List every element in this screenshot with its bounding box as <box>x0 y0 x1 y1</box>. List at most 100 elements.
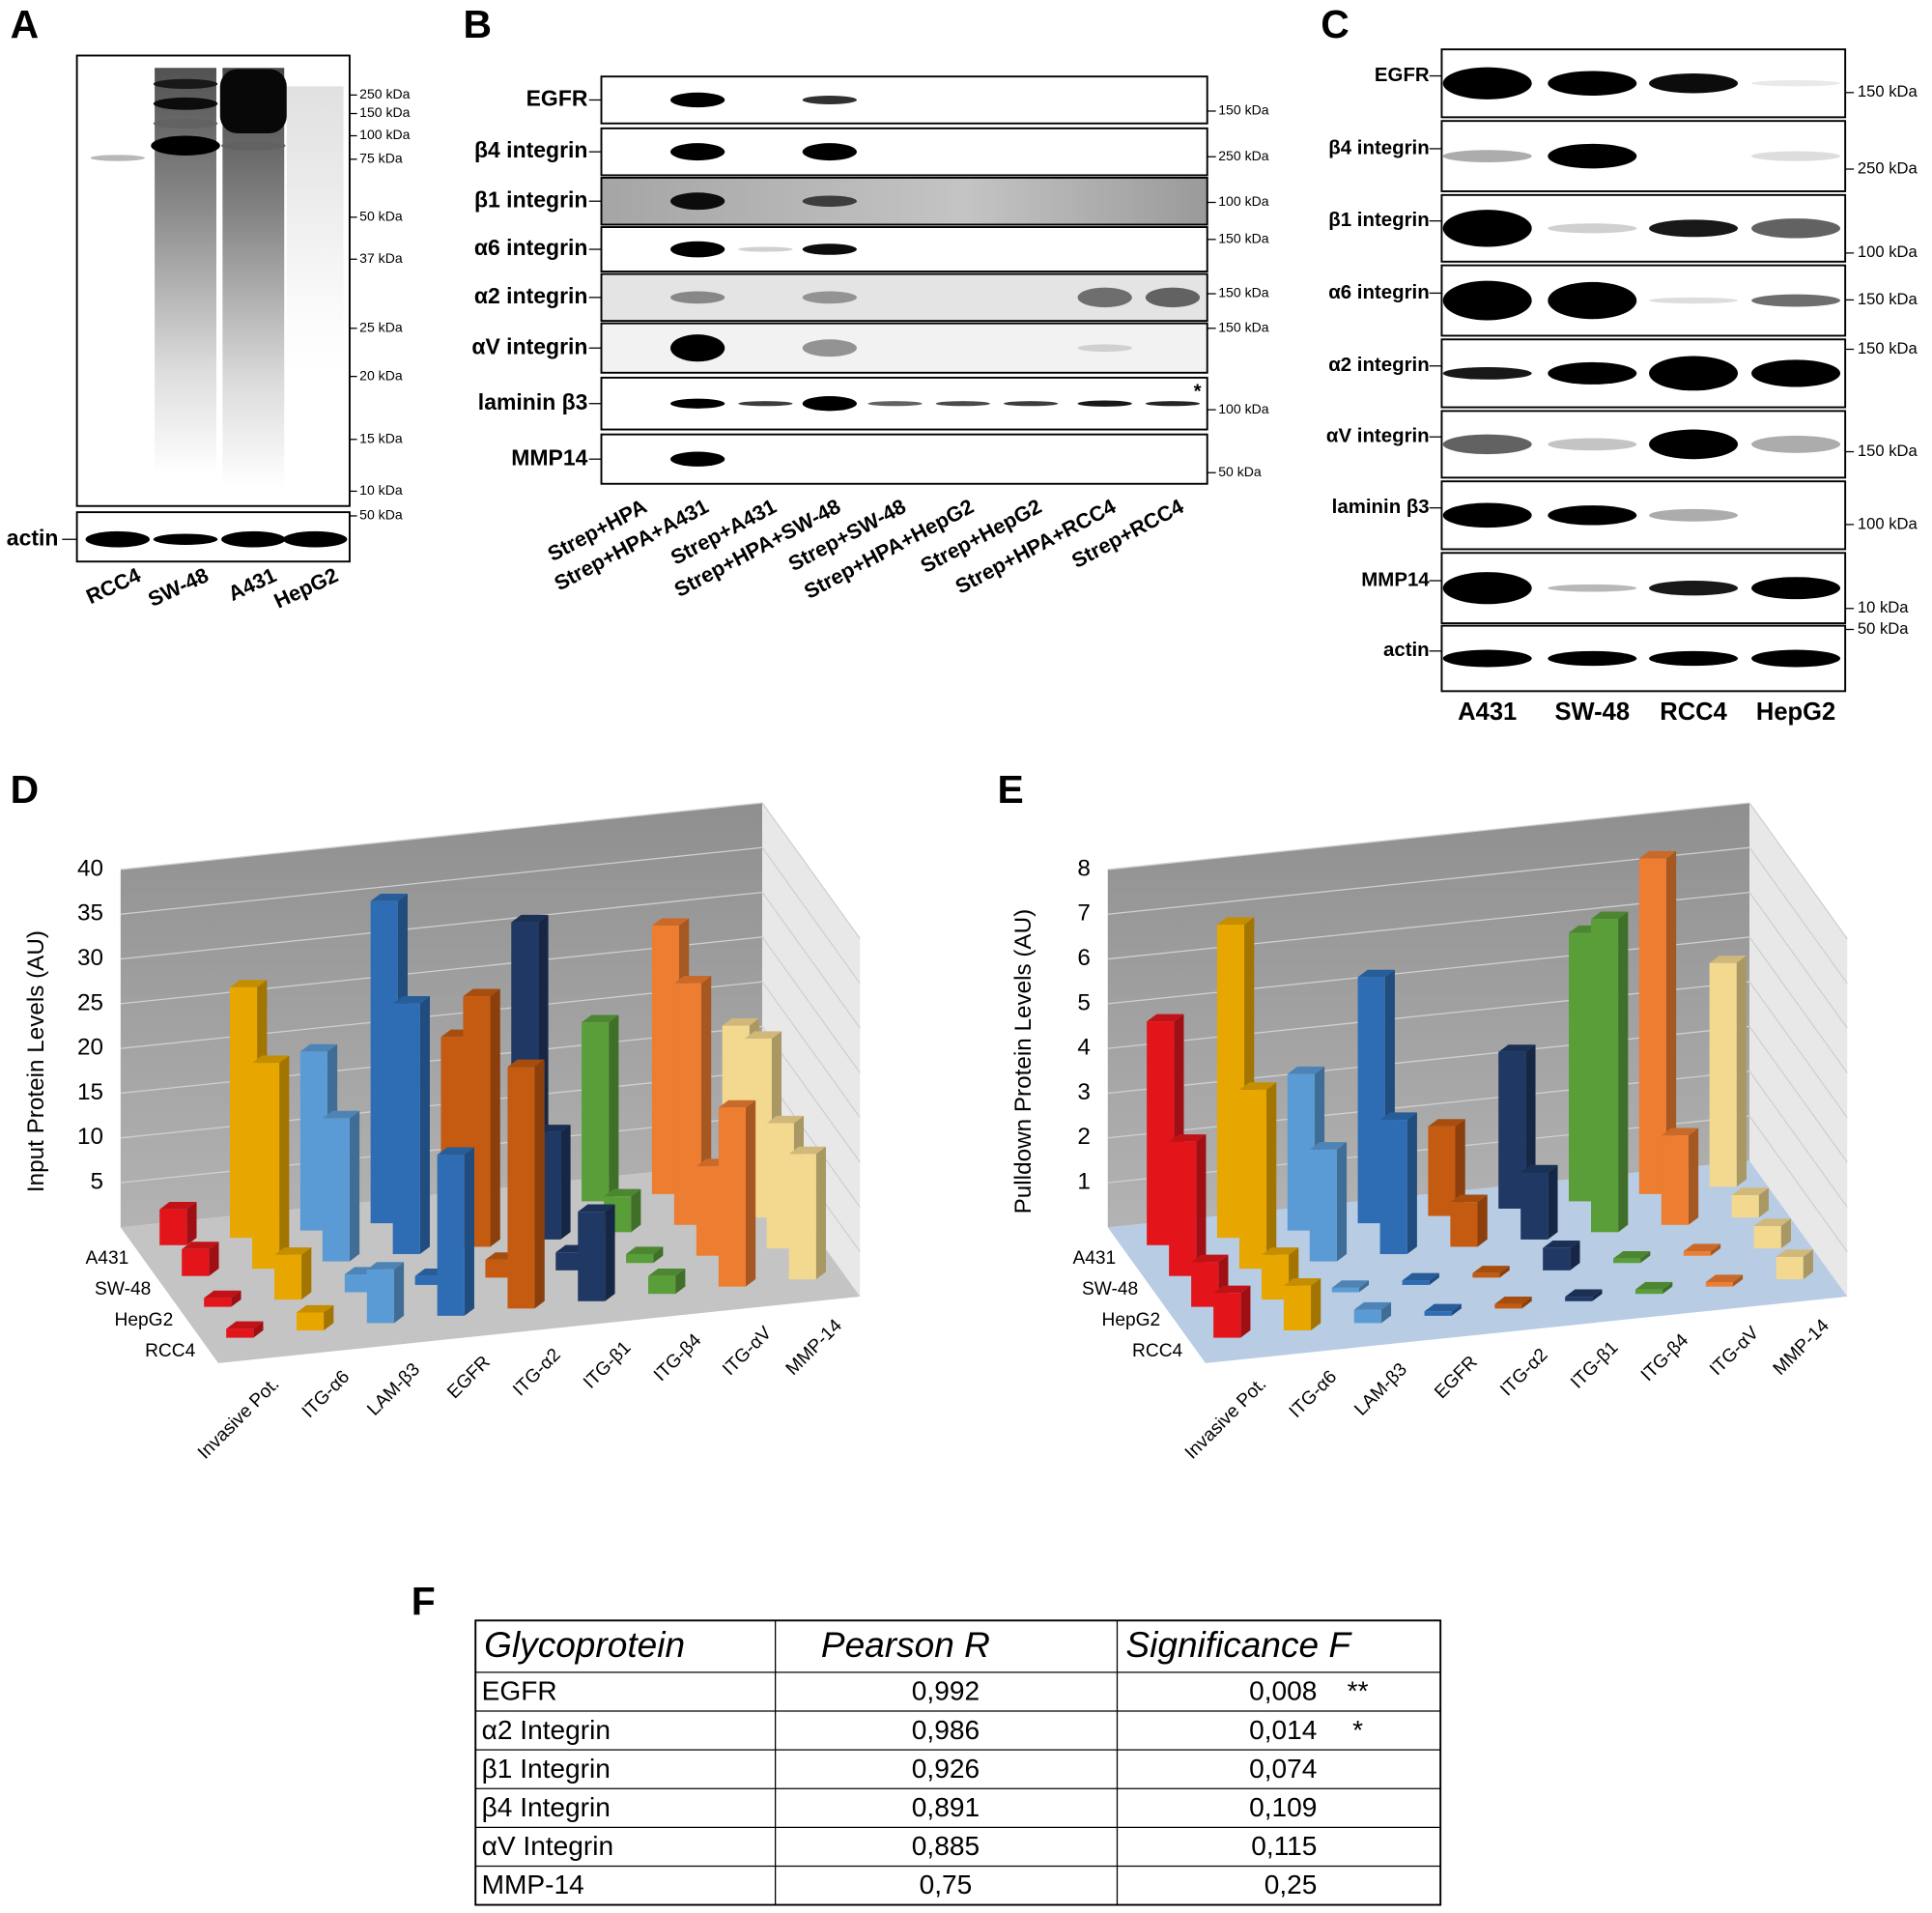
bar-side <box>605 1204 615 1301</box>
marker-label: 37 kDa <box>359 250 403 266</box>
lane-label: RCC4 <box>1660 699 1727 726</box>
marker-label: 100 kDa <box>1858 514 1918 532</box>
bar <box>1472 1272 1500 1278</box>
smear <box>286 86 344 371</box>
band <box>738 401 793 407</box>
bar-top <box>322 1110 360 1119</box>
bar-top <box>159 1202 197 1210</box>
lane-label: HepG2 <box>1756 699 1835 726</box>
bar <box>582 1022 610 1202</box>
band <box>935 401 990 407</box>
marker-label: 20 kDa <box>359 367 403 383</box>
bar <box>1661 1135 1689 1225</box>
bar-top <box>1379 1112 1417 1121</box>
band <box>85 530 150 548</box>
band <box>1548 281 1637 320</box>
band <box>1751 359 1841 387</box>
bar <box>1213 1293 1241 1338</box>
band <box>1548 223 1637 234</box>
row-label: HepG2 <box>1101 1310 1160 1330</box>
table-cell: 0,109 <box>1249 1792 1317 1822</box>
marker-label: 50 kDa <box>1858 619 1909 638</box>
row-label: A431 <box>86 1248 129 1269</box>
bar-top <box>299 1043 338 1052</box>
bar-top <box>1520 1164 1558 1173</box>
marker-label: 100 kDa <box>1218 401 1269 416</box>
marker-label: 25 kDa <box>359 320 403 335</box>
grid-line <box>761 846 861 985</box>
bar-top <box>1638 850 1677 859</box>
band <box>1548 143 1637 169</box>
row-label: EGFR <box>526 86 588 111</box>
bar-side <box>279 1055 290 1270</box>
y-tick-label: 6 <box>1077 945 1091 971</box>
panel-letter: D <box>11 767 40 812</box>
bar <box>274 1254 302 1300</box>
y-tick-label: 10 <box>77 1124 103 1150</box>
bar-side <box>349 1110 360 1262</box>
y-tick-label: 5 <box>1077 989 1091 1015</box>
row-label: A431 <box>1072 1248 1116 1269</box>
bar-side <box>1640 1250 1651 1264</box>
x-tick-label: Invasive Pot. <box>194 1374 283 1463</box>
band <box>670 334 725 362</box>
bar-top <box>463 988 500 997</box>
bar-top <box>1498 1044 1536 1052</box>
table-header: Glycoprotein <box>484 1624 685 1665</box>
table-header: Pearson R <box>821 1624 990 1665</box>
marker-label: 150 kDa <box>1858 442 1918 460</box>
x-tick-label: ITG-αV <box>1706 1323 1763 1380</box>
marker-label: 150 kDa <box>1218 285 1269 300</box>
marker-label: 10 kDa <box>1858 598 1909 616</box>
bar-side <box>1758 1187 1769 1218</box>
bar-top <box>366 1262 405 1270</box>
band <box>153 118 218 128</box>
bar-side <box>675 1269 686 1295</box>
band <box>1751 577 1841 600</box>
bar <box>1428 1126 1456 1216</box>
x-tick-label: EGFR <box>443 1353 494 1403</box>
table-cell: 0,891 <box>912 1792 980 1822</box>
band <box>1649 297 1739 304</box>
bar-side <box>464 1147 474 1316</box>
marker-label: 150 kDa <box>1858 290 1918 308</box>
bar <box>437 1155 465 1316</box>
bar-top <box>1213 1285 1251 1294</box>
bar <box>1520 1172 1548 1240</box>
bar-top <box>1287 1066 1325 1074</box>
bar-side <box>490 988 500 1247</box>
bar-top <box>1191 1254 1229 1263</box>
bar <box>159 1209 187 1245</box>
marker-label: 150 kDa <box>1858 339 1918 357</box>
grid-line <box>1748 1071 1848 1208</box>
bar-side <box>1521 1297 1532 1309</box>
y-axis-title: Pulldown Protein Levels (AU) <box>1010 909 1037 1214</box>
bar-side <box>1780 1218 1791 1249</box>
lane-label: SW-48 <box>144 562 212 612</box>
y-tick-label: 3 <box>1077 1079 1091 1105</box>
marker-label: 250 kDa <box>1858 158 1918 177</box>
table-cell: EGFR <box>482 1676 557 1706</box>
grid-line <box>1748 936 1848 1073</box>
band <box>738 246 793 252</box>
lane-label: SW-48 <box>1555 699 1631 726</box>
bar-side <box>1732 1274 1744 1287</box>
bar-side <box>1311 1278 1321 1331</box>
bar-top <box>673 976 712 984</box>
table-cell: 0,885 <box>912 1831 980 1861</box>
band <box>1548 650 1637 667</box>
band <box>1442 280 1532 321</box>
bar <box>1169 1141 1197 1276</box>
bar-top <box>1402 1272 1439 1281</box>
bar-top <box>1565 1289 1603 1298</box>
lane-label: RCC4 <box>82 562 144 609</box>
bar-top <box>1705 1274 1744 1283</box>
table-cell: 0,926 <box>912 1754 980 1784</box>
marker-label: 150 kDa <box>1218 231 1269 246</box>
bar-top <box>1776 1249 1813 1257</box>
bar-top <box>1731 1187 1769 1196</box>
bar <box>297 1312 325 1331</box>
band <box>219 69 287 133</box>
bar <box>252 1063 280 1270</box>
bar <box>414 1275 442 1285</box>
